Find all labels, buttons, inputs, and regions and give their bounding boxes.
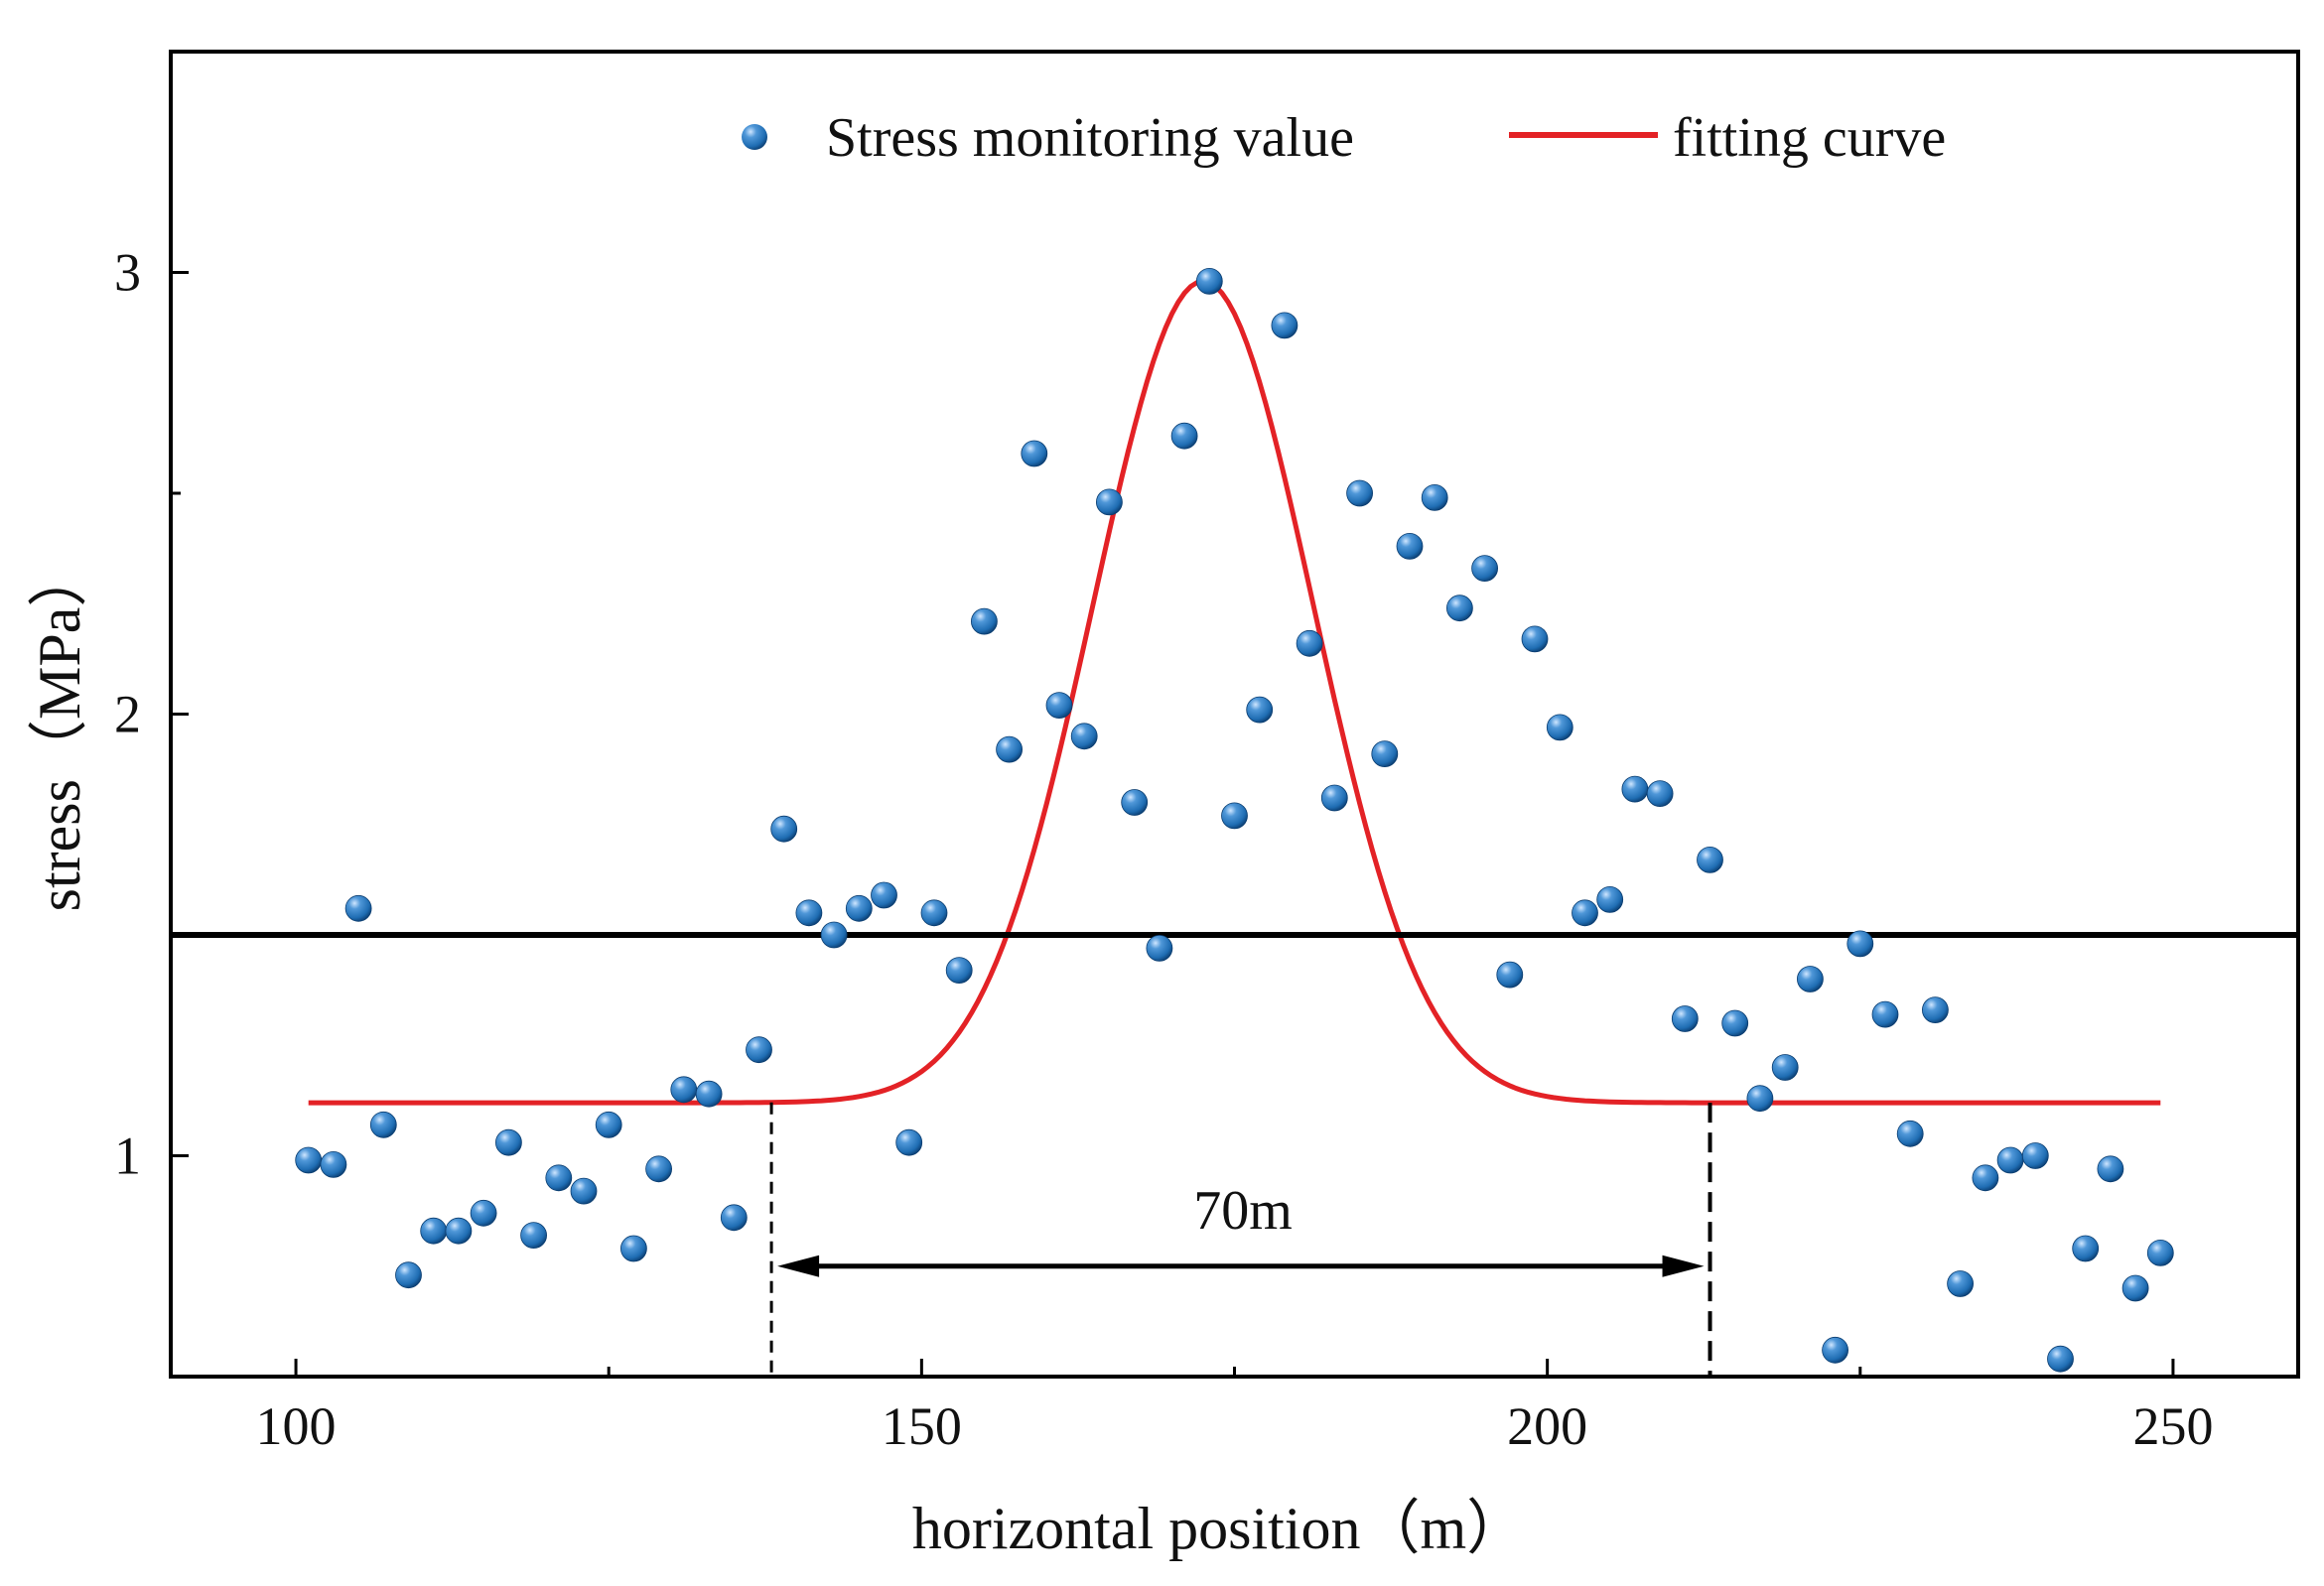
data-point	[1572, 899, 1598, 927]
data-point	[1371, 740, 1399, 767]
data-point	[1496, 961, 1524, 989]
x-axis-title: horizontal position（m）	[912, 1496, 1526, 1561]
data-point	[1146, 935, 1173, 962]
data-point	[2072, 1235, 2100, 1262]
data-point	[1170, 422, 1198, 450]
x-tick-label: 150	[882, 1396, 962, 1456]
data-point	[1320, 784, 1348, 812]
data-point	[1822, 1336, 1848, 1364]
data-point	[996, 735, 1023, 763]
data-point	[369, 1111, 397, 1138]
span-annotation-label: 70m	[1193, 1180, 1293, 1242]
data-point	[1871, 1000, 1899, 1028]
data-point	[1671, 1005, 1699, 1032]
data-point	[1771, 1054, 1799, 1081]
data-point	[445, 1217, 473, 1245]
data-point	[871, 881, 897, 909]
data-point	[1346, 479, 1373, 507]
data-point	[945, 957, 973, 984]
data-point	[1121, 789, 1149, 816]
data-point	[1596, 886, 1624, 913]
data-point	[1221, 802, 1248, 830]
data-point	[845, 894, 873, 922]
data-point	[495, 1128, 522, 1156]
data-point	[295, 1146, 323, 1174]
legend: Stress monitoring value fitting curve	[742, 107, 1946, 169]
x-tick-label: 200	[1507, 1396, 1587, 1456]
data-point	[1446, 595, 1473, 622]
data-point	[2097, 1155, 2124, 1183]
data-point	[795, 899, 823, 927]
data-point	[570, 1177, 598, 1205]
y-tick-label: 2	[114, 685, 141, 744]
data-point	[670, 1076, 698, 1104]
data-point	[1246, 696, 1274, 724]
data-point	[1296, 629, 1323, 657]
data-point	[1070, 723, 1098, 750]
data-point	[1096, 488, 1123, 516]
data-point	[746, 1036, 772, 1064]
data-point	[2047, 1345, 2074, 1373]
data-point	[2121, 1274, 2149, 1302]
data-point	[645, 1155, 672, 1183]
data-point	[1546, 714, 1573, 741]
data-point	[2146, 1240, 2174, 1266]
data-point	[470, 1199, 497, 1227]
data-point	[1646, 780, 1674, 807]
fitting-curve	[308, 278, 2161, 1106]
data-point	[895, 1128, 923, 1156]
data-point	[320, 1151, 347, 1178]
data-point	[1421, 483, 1448, 511]
data-point	[420, 1217, 448, 1245]
x-tick-label: 250	[2132, 1396, 2213, 1456]
plot-frame	[169, 50, 2300, 1379]
data-point	[1471, 555, 1498, 582]
scatter-points	[295, 267, 2174, 1373]
span-arrow-head-left	[777, 1255, 820, 1277]
data-point	[1697, 847, 1723, 873]
data-point	[1896, 1120, 1924, 1147]
data-point	[720, 1204, 748, 1232]
data-point	[1797, 966, 1824, 992]
data-point	[2021, 1142, 2049, 1169]
data-point	[595, 1111, 622, 1138]
data-point	[395, 1261, 422, 1289]
span-arrow-head-right	[1662, 1255, 1705, 1277]
data-point	[1972, 1164, 1999, 1192]
legend-point-marker	[742, 124, 767, 150]
data-point	[1621, 775, 1649, 803]
data-point	[1521, 625, 1549, 653]
legend-label-points: Stress monitoring value	[826, 107, 1354, 169]
data-point	[1195, 267, 1223, 295]
data-point	[1947, 1270, 1974, 1297]
data-point	[1922, 996, 1949, 1023]
data-point	[545, 1164, 573, 1192]
axis-ticks: 100 150 200 250 1 2 3	[114, 243, 2213, 1457]
legend-label-curve: fitting curve	[1673, 107, 1946, 169]
x-tick-label: 100	[256, 1396, 337, 1456]
data-point	[1746, 1085, 1774, 1113]
data-point	[920, 899, 948, 927]
y-tick-label: 3	[114, 243, 141, 303]
data-point	[695, 1080, 723, 1108]
data-point	[770, 815, 798, 843]
data-point	[820, 921, 848, 949]
y-tick-label: 1	[114, 1126, 141, 1186]
data-point	[620, 1235, 647, 1262]
y-axis-title: stress（MPa）	[27, 548, 92, 912]
data-point	[1996, 1146, 2024, 1174]
data-point	[971, 607, 998, 635]
data-point	[1846, 930, 1874, 958]
span-annotation-layer	[769, 1102, 1712, 1377]
data-point	[1045, 692, 1073, 719]
data-point	[1721, 1009, 1749, 1037]
data-point	[1396, 533, 1424, 560]
data-point	[1021, 440, 1048, 467]
data-point	[520, 1222, 547, 1249]
data-point	[1271, 312, 1299, 339]
fitting-curve-layer	[308, 278, 2161, 1106]
data-point	[344, 894, 372, 922]
